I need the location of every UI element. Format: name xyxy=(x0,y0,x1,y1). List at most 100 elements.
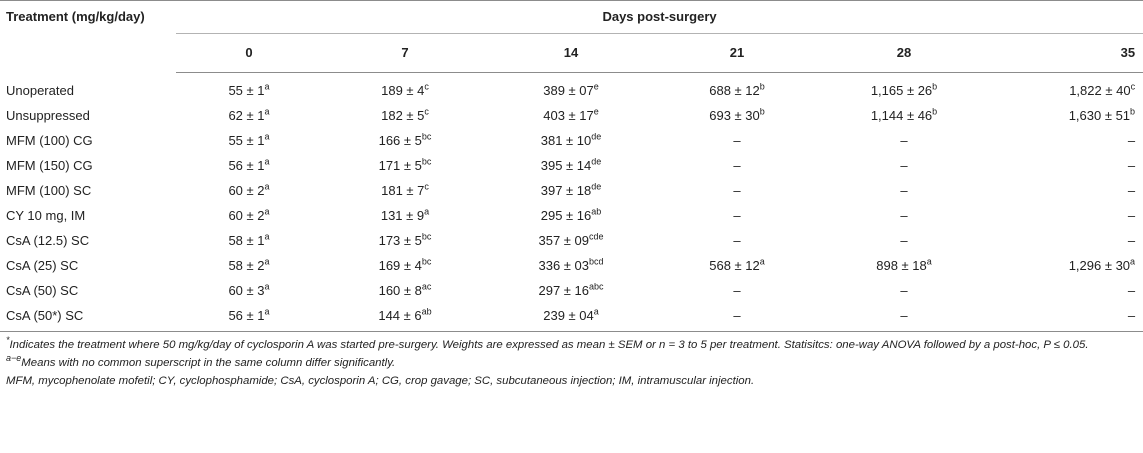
significance-superscript: b xyxy=(932,106,938,117)
value-cell: 403 ± 17e xyxy=(488,103,654,128)
cell-value: 189 ± 4 xyxy=(381,83,425,98)
value-cell: 357 ± 09cde xyxy=(488,228,654,253)
cell-value: 56 ± 1 xyxy=(228,158,265,173)
significance-superscript: de xyxy=(591,181,602,192)
cell-value: 357 ± 09 xyxy=(538,233,589,248)
cell-value: 1,165 ± 26 xyxy=(870,83,933,98)
value-cell: – xyxy=(988,203,1143,228)
value-cell: – xyxy=(820,153,988,178)
day-header: 21 xyxy=(654,33,820,73)
value-cell: 160 ± 8ac xyxy=(322,278,488,303)
cell-value: 898 ± 18 xyxy=(876,258,927,273)
footnote-superscripts: a−eMeans with no common superscript in t… xyxy=(6,354,1137,371)
value-cell: 171 ± 5bc xyxy=(322,153,488,178)
treatment-header: Treatment (mg/kg/day) xyxy=(0,0,176,73)
cell-value: – xyxy=(900,158,908,173)
value-cell: – xyxy=(654,128,820,153)
significance-superscript: a xyxy=(264,106,270,117)
value-cell: – xyxy=(988,153,1143,178)
value-cell: 131 ± 9a xyxy=(322,203,488,228)
significance-superscript: c xyxy=(424,81,429,92)
significance-superscript: a xyxy=(759,256,765,267)
cell-value: – xyxy=(900,133,908,148)
cell-value: 166 ± 5 xyxy=(378,133,422,148)
cell-value: 169 ± 4 xyxy=(378,258,422,273)
significance-superscript: a xyxy=(1130,256,1136,267)
significance-superscript: b xyxy=(759,106,765,117)
cell-value: 295 ± 16 xyxy=(540,208,592,223)
footnote-star: *Indicates the treatment where 50 mg/kg/… xyxy=(6,336,1137,353)
significance-superscript: cde xyxy=(589,231,604,242)
cell-value: 1,630 ± 51 xyxy=(1068,108,1131,123)
significance-superscript: e xyxy=(593,106,599,117)
cell-value: – xyxy=(1127,158,1136,173)
value-cell: 62 ± 1a xyxy=(176,103,322,128)
value-cell: – xyxy=(820,203,988,228)
cell-value: – xyxy=(900,233,908,248)
cell-value: 144 ± 6 xyxy=(378,308,422,323)
cell-value: 395 ± 14 xyxy=(540,158,592,173)
cell-value: 688 ± 12 xyxy=(709,83,760,98)
cell-value: 1,296 ± 30 xyxy=(1068,258,1131,273)
cell-value: 60 ± 2 xyxy=(228,183,265,198)
value-cell: – xyxy=(654,203,820,228)
significance-superscript: a xyxy=(264,306,270,317)
value-cell: 688 ± 12b xyxy=(654,73,820,104)
value-cell: – xyxy=(820,228,988,253)
header-row-2: 0 7 14 21 28 35 xyxy=(0,33,1143,73)
cell-value: 693 ± 30 xyxy=(709,108,760,123)
value-cell: – xyxy=(654,153,820,178)
significance-superscript: a xyxy=(264,156,270,167)
cell-value: 58 ± 2 xyxy=(228,258,265,273)
cell-value: – xyxy=(733,208,741,223)
cell-value: – xyxy=(733,233,741,248)
cell-value: 60 ± 3 xyxy=(228,283,265,298)
value-cell: 189 ± 4c xyxy=(322,73,488,104)
cell-value: 381 ± 10 xyxy=(540,133,592,148)
value-cell: 295 ± 16ab xyxy=(488,203,654,228)
value-cell: 395 ± 14de xyxy=(488,153,654,178)
cell-value: – xyxy=(1127,133,1136,148)
treatment-cell: CY 10 mg, IM xyxy=(6,208,86,223)
significance-superscript: bc xyxy=(421,131,432,142)
table-row: CsA (50) SC 60 ± 3a 160 ± 8ac 297 ± 16abc – –… xyxy=(0,278,1143,303)
treatment-cell: MFM (100) SC xyxy=(6,183,92,198)
value-cell: 55 ± 1a xyxy=(176,128,322,153)
table-row: Unoperated 55 ± 1a 189 ± 4c 389 ± 07e 688 ± … xyxy=(0,73,1143,104)
cell-value: 239 ± 04 xyxy=(543,308,594,323)
value-cell: 60 ± 2a xyxy=(176,203,322,228)
cell-value: – xyxy=(900,183,908,198)
significance-superscript: e xyxy=(593,81,599,92)
value-cell: – xyxy=(820,178,988,203)
value-cell: 1,630 ± 51b xyxy=(988,103,1143,128)
table-container: Treatment (mg/kg/day) Days post-surgery … xyxy=(0,0,1143,387)
significance-superscript: a xyxy=(424,206,430,217)
table-row: CsA (50*) SC 56 ± 1a 144 ± 6ab 239 ± 04a – – – xyxy=(0,303,1143,332)
value-cell: 56 ± 1a xyxy=(176,153,322,178)
significance-superscript: b xyxy=(932,81,938,92)
cell-value: 171 ± 5 xyxy=(378,158,422,173)
cell-value: – xyxy=(1127,183,1136,198)
significance-superscript: a xyxy=(264,256,270,267)
cell-value: 131 ± 9 xyxy=(380,208,425,223)
significance-superscript: b xyxy=(1130,106,1136,117)
value-cell: – xyxy=(654,178,820,203)
value-cell: 182 ± 5c xyxy=(322,103,488,128)
cell-value: 56 ± 1 xyxy=(228,308,265,323)
significance-superscript: c xyxy=(1130,81,1136,92)
value-cell: 55 ± 1a xyxy=(176,73,322,104)
significance-superscript: de xyxy=(591,156,602,167)
value-cell: 58 ± 1a xyxy=(176,228,322,253)
value-cell: 568 ± 12a xyxy=(654,253,820,278)
significance-superscript: b xyxy=(759,81,765,92)
footnote-abbreviations: MFM, mycophenolate mofetil; CY, cyclopho… xyxy=(6,375,755,387)
value-cell: 693 ± 30b xyxy=(654,103,820,128)
value-cell: – xyxy=(820,128,988,153)
value-cell: 1,144 ± 46b xyxy=(820,103,988,128)
cell-value: – xyxy=(733,183,741,198)
cell-value: 568 ± 12 xyxy=(709,258,760,273)
cell-value: – xyxy=(1127,308,1136,323)
value-cell: 1,822 ± 40c xyxy=(988,73,1143,104)
header-row-1: Treatment (mg/kg/day) Days post-surgery xyxy=(0,0,1143,73)
value-cell: – xyxy=(988,278,1143,303)
